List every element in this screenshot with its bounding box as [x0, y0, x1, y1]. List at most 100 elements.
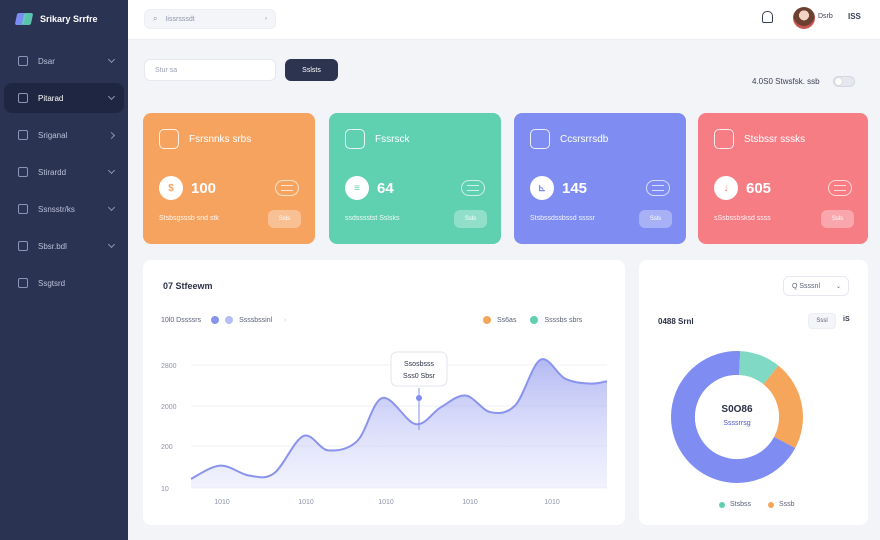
stat-card-value: 605 [746, 179, 772, 197]
donut-slice[interactable] [671, 351, 796, 483]
legend-dot [768, 501, 775, 508]
sidebar-item-label: Sriganal [38, 130, 68, 140]
document-icon [714, 129, 734, 149]
stat-card-3: Ccsrsrrsdb ⊾ 145 Stsbssdssbssd ssssr Ssl… [514, 113, 686, 244]
stat-card-title: Fssrsck [375, 133, 410, 145]
x-tick-label: 1010 [378, 499, 394, 506]
grid-icon [18, 93, 28, 103]
legend-dot [211, 316, 220, 324]
sidebar-item-files[interactable]: Sbsr.bdl [4, 231, 124, 261]
search-input[interactable]: ⌕ Iissrsssdt › [144, 9, 276, 29]
stat-card-button[interactable]: Ssls [639, 210, 672, 228]
chart-title: 07 Stfeewm [163, 281, 213, 291]
chevron-down-icon: ⌄ [835, 283, 841, 290]
chevron-down-icon [107, 203, 116, 212]
report-icon [18, 204, 28, 214]
chart-icon: ⊾ [530, 176, 554, 200]
legend-label: Ss6as [497, 316, 517, 324]
donut-hole [695, 375, 779, 459]
y-tick-label: 2800 [161, 363, 177, 370]
brand[interactable]: Srikary Srrfre [0, 0, 128, 38]
sidebar-item-label: Stirardd [38, 167, 67, 177]
period-select[interactable]: Q Ssssnl ⌄ [783, 276, 849, 296]
chevron-down-icon [107, 166, 116, 175]
hover-point[interactable] [416, 395, 422, 401]
stat-card-footer: Stsbsgsssb snd stk [159, 215, 219, 222]
filter-input[interactable]: Stur sa [144, 59, 276, 81]
sidebar-item-label: Pitarad [38, 93, 64, 103]
file-icon [18, 241, 28, 251]
stat-card-button[interactable]: Ssls [268, 210, 301, 228]
legend-label: Ssssbssinl [239, 316, 273, 324]
stat-card-4: Stsbssr sssks ↓ 605 sSsbssbsksd ssss Ssl… [698, 113, 868, 244]
legend-label: Ssssbs sbrs [544, 316, 583, 324]
chevron-down-icon [107, 92, 116, 101]
box-icon [18, 167, 28, 177]
area-chart[interactable]: 2800 2000 200 10 Ssosbsss Sss0 Sbsr 1010 1010 10… [143, 260, 625, 525]
donut-slice[interactable] [762, 365, 803, 449]
donut-chart[interactable]: S0O86 Ssssrrsg [639, 260, 868, 525]
chart-legend-right: Ss6as Ssssbs sbrs [483, 316, 582, 324]
filter-input-value: Stur sa [155, 66, 178, 74]
y-tick-label: 2000 [161, 404, 177, 411]
search-icon: ⌕ [153, 14, 158, 23]
stat-card-button[interactable]: Ssls [821, 210, 854, 228]
area-fill [191, 359, 607, 488]
donut-slice[interactable] [738, 351, 779, 385]
sidebar-item-analytics[interactable]: Sriganal [4, 120, 124, 150]
stat-card-footer: Stsbssdssbssd ssssr [530, 215, 595, 222]
donut-button[interactable]: Sssl [808, 313, 836, 329]
tooltip-text: Ssosbsss [404, 361, 434, 368]
stat-card-button[interactable]: Ssls [454, 210, 487, 228]
sidebar-item-reports[interactable]: Ssnsstr/ks [4, 194, 124, 224]
target-icon [345, 129, 365, 149]
download-icon: ↓ [714, 176, 738, 200]
avatar[interactable] [793, 7, 815, 29]
stat-card-2: Fssrsck ≡ 64 ssdsssstst Sslsks Ssls [329, 113, 501, 244]
donut-legend: Stsbss Sssb [719, 501, 795, 508]
stat-card-footer: sSsbssbsksd ssss [714, 215, 771, 222]
sparkline-icon [461, 180, 485, 196]
sidebar-item-inventory[interactable]: Stirardd [4, 157, 124, 187]
sidebar-nav: Dsar Pitarad Sriganal Stirardd Ssnsstr/k… [0, 38, 128, 298]
area-chart-panel: 07 Stfeewm 10l0 Dssssrs Ssssbssinl › Ss6… [143, 260, 625, 525]
stat-card-value: 145 [562, 179, 588, 197]
chart-legend-left: 10l0 Dssssrs Ssssbssinl › [161, 316, 287, 324]
bell-icon[interactable] [762, 11, 773, 23]
chevron-down-icon [107, 240, 116, 249]
search-text: Iissrsssdt [165, 15, 195, 23]
sparkline-icon [646, 180, 670, 196]
sidebar-item-settings[interactable]: Ssgtsrd [4, 268, 124, 298]
y-tick-label: 10 [161, 486, 169, 493]
x-tick-label: 1010 [462, 499, 478, 506]
dashboard-icon [18, 56, 28, 66]
x-tick-label: 1010 [298, 499, 314, 506]
legend-label: Stsbss [730, 501, 752, 508]
series-line[interactable] [190, 358, 608, 480]
sidebar: Srikary Srrfre Dsar Pitarad Sriganal Sti… [0, 0, 128, 540]
user-name[interactable]: Dsrb [818, 13, 833, 20]
y-tick-label: 200 [161, 444, 173, 451]
period-select-value: Q Ssssnl [792, 282, 821, 290]
sidebar-item-label: Sbsr.bdl [38, 241, 67, 251]
stat-card-title: Stsbssr sssks [744, 133, 806, 145]
brand-name: Srikary Srrfre [40, 14, 98, 24]
toggle-label: 4.0S0 Stwsfsk. ssb [752, 77, 820, 86]
sidebar-item-dashboard[interactable]: Dsar [4, 46, 124, 76]
sidebar-item-active[interactable]: Pitarad [4, 83, 124, 113]
x-tick-label: 1010 [214, 499, 230, 506]
camera-icon [530, 129, 550, 149]
chevron-down-icon [107, 55, 116, 64]
stat-card-value: 64 [377, 179, 394, 197]
legend-dot [483, 316, 491, 324]
chart-icon [18, 130, 28, 140]
filter-button[interactable]: Sslsts [285, 59, 338, 81]
donut-extra[interactable]: iS [843, 316, 850, 323]
toggle-switch[interactable] [833, 76, 855, 87]
brand-logo-icon [16, 12, 32, 26]
stat-card-title: Ccsrsrrsdb [560, 133, 609, 145]
sparkline-icon [828, 180, 852, 196]
chevron-right-icon: › [265, 16, 267, 22]
settings-icon [18, 278, 28, 288]
currency-icon: $ [159, 176, 183, 200]
